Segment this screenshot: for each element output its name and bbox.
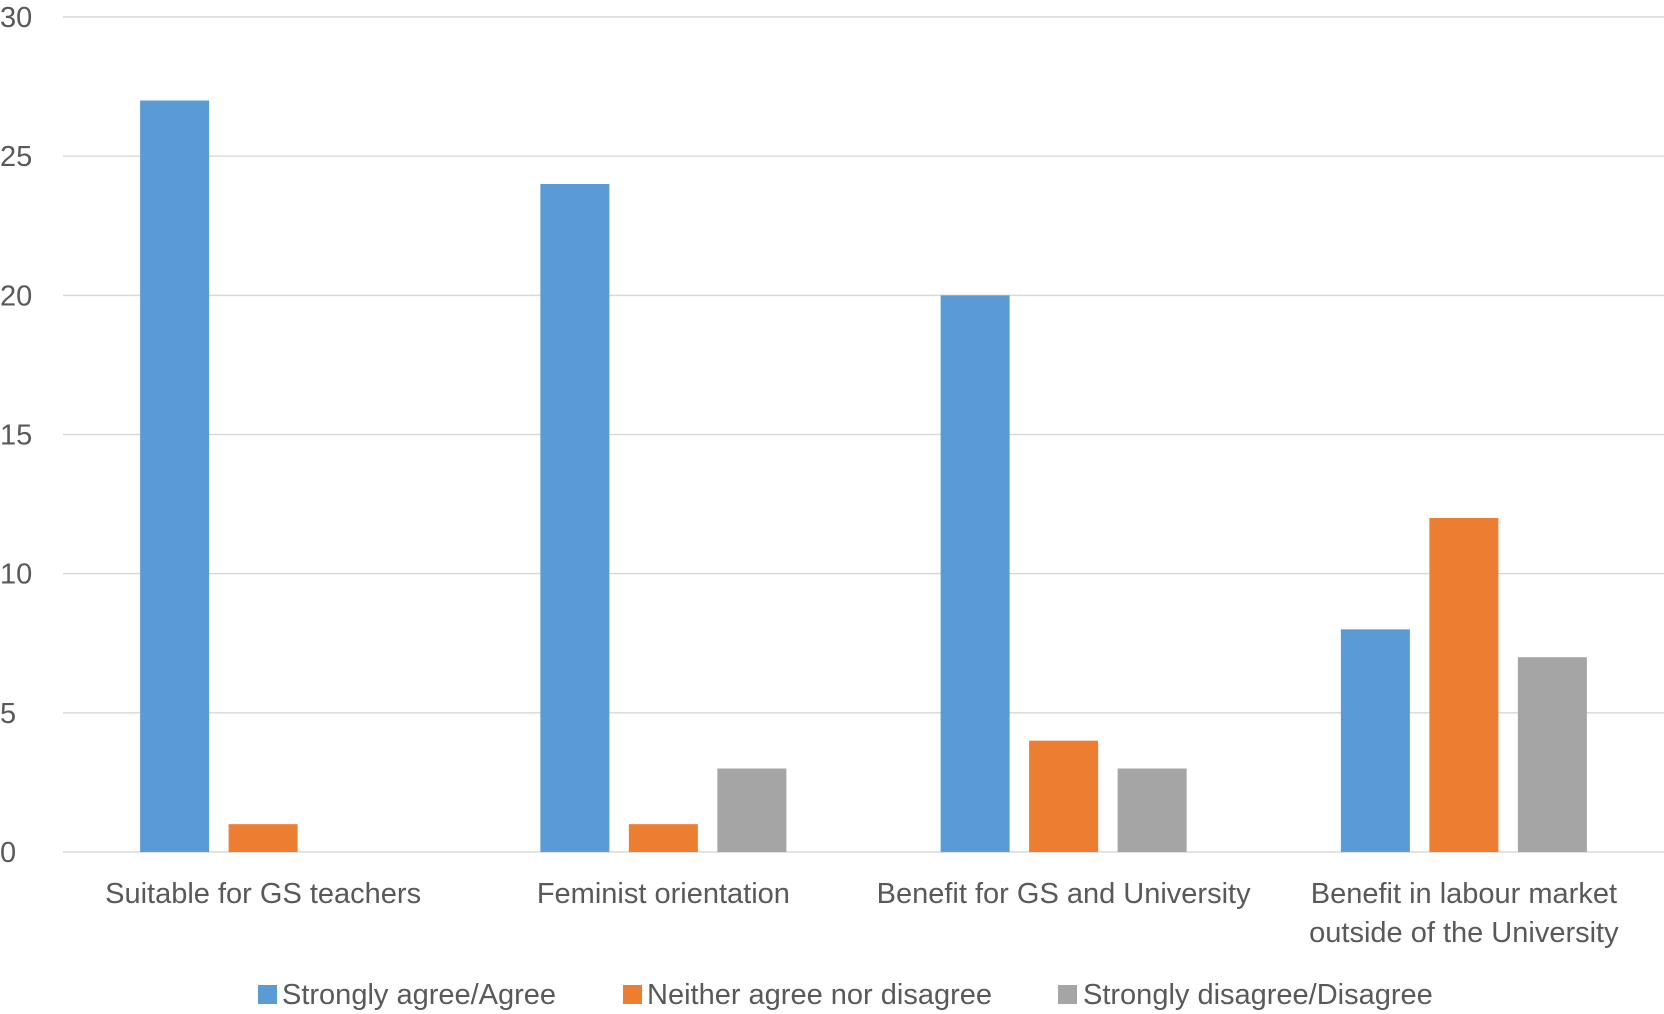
x-category-label: outside of the University — [1309, 917, 1619, 949]
bar-series-2-category-3 — [1517, 657, 1587, 852]
y-tick-label: 5 — [0, 698, 16, 730]
y-tick-label: 20 — [0, 280, 32, 312]
bar-series-0-category-2 — [940, 295, 1010, 852]
legend-label: Neither agree nor disagree — [647, 979, 992, 1011]
y-tick-label: 30 — [0, 2, 32, 34]
bar-series-2-category-1 — [717, 768, 787, 852]
bar-series-1-category-1 — [628, 824, 698, 852]
y-tick-label: 25 — [0, 141, 32, 173]
bar-series-1-category-3 — [1429, 518, 1499, 852]
bar-series-0-category-3 — [1340, 629, 1410, 852]
x-category-label: Benefit in labour market — [1311, 878, 1617, 910]
bar-series-0-category-0 — [140, 100, 210, 852]
legend-label: Strongly agree/Agree — [282, 979, 556, 1011]
bars — [140, 100, 1587, 852]
legend-swatch — [258, 985, 277, 1004]
y-axis-tick-labels: 0 5 10 15 20 25 30 — [0, 2, 32, 869]
y-tick-label: 15 — [0, 420, 32, 452]
bar-series-1-category-2 — [1029, 740, 1099, 852]
legend-label: Strongly disagree/Disagree — [1083, 979, 1433, 1011]
gridlines — [63, 16, 1664, 853]
legend-swatch — [1058, 985, 1077, 1004]
x-category-label: Benefit for GS and University — [877, 878, 1251, 910]
y-tick-label: 10 — [0, 559, 32, 591]
bar-series-2-category-2 — [1117, 768, 1187, 852]
bar-series-1-category-0 — [228, 824, 298, 852]
x-category-label: Feminist orientation — [537, 878, 790, 910]
y-tick-label: 0 — [0, 837, 16, 869]
x-category-label: Suitable for GS teachers — [105, 878, 421, 910]
legend-swatch — [623, 985, 642, 1004]
legend: Strongly agree/Agree Neither agree nor di… — [258, 979, 1433, 1011]
x-axis-category-labels: Suitable for GS teachers Feminist orienta… — [105, 878, 1619, 949]
bar-series-0-category-1 — [540, 184, 610, 852]
